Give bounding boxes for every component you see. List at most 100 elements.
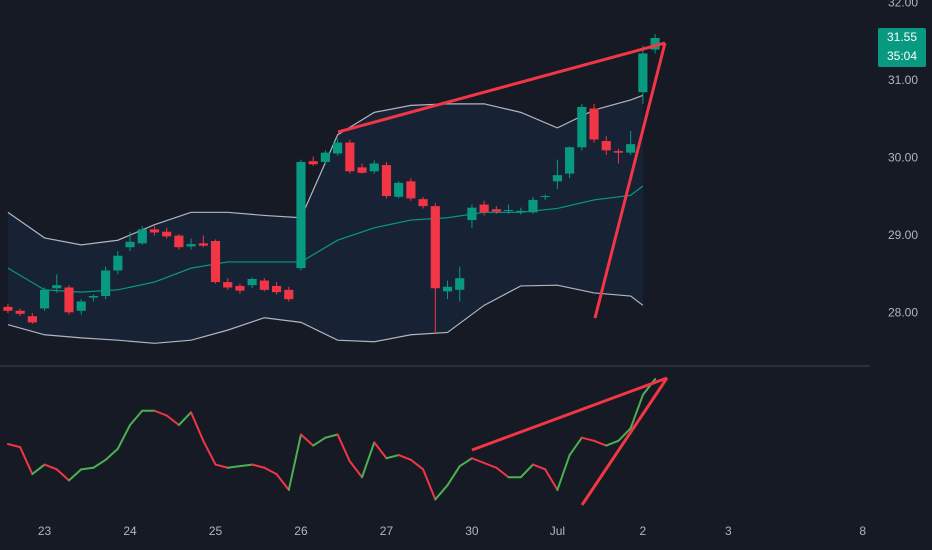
candle-body (430, 206, 440, 289)
oscillator-segment (263, 466, 278, 476)
x-tick-label: 26 (294, 524, 308, 538)
candle-body (540, 196, 550, 198)
oscillator-segment (446, 465, 461, 487)
candle-body (64, 287, 74, 313)
oscillator-segment (629, 393, 644, 430)
oscillator-segment (385, 454, 400, 460)
candle-body (247, 278, 257, 286)
oscillator-segment (129, 409, 144, 426)
candle-body (552, 175, 562, 182)
oscillator-segment (312, 436, 327, 447)
oscillator-segment (605, 439, 620, 447)
candle-body (149, 229, 160, 233)
x-tick-label: Jul (550, 524, 565, 538)
oscillator-segment (580, 436, 596, 442)
candle-body (516, 210, 526, 212)
candle-body (320, 152, 330, 162)
candle-body (162, 231, 172, 237)
trend-line (593, 42, 667, 319)
oscillator-segment (238, 463, 254, 468)
candle-body (88, 296, 98, 298)
oscillator-segment (275, 473, 290, 491)
x-tick-label: 3 (725, 524, 732, 538)
oscillator-segment (19, 446, 34, 476)
trend-line (337, 41, 666, 134)
candle-body (3, 306, 13, 311)
oscillator-segment (519, 463, 534, 479)
oscillator-segment (116, 424, 132, 450)
band-lower (7, 284, 644, 344)
candle-body (381, 165, 392, 197)
candle-body (613, 151, 624, 153)
y-tick-label: 32.00 (888, 0, 918, 9)
oscillator-segment (483, 462, 498, 469)
candle-body (467, 207, 477, 221)
candle-body (394, 182, 404, 197)
candle-body (345, 142, 355, 172)
y-tick-label: 30.00 (888, 150, 918, 164)
candle-body (186, 244, 196, 247)
x-tick-label: 24 (123, 524, 137, 538)
oscillator-segment (470, 457, 486, 464)
oscillator-segment (336, 433, 351, 463)
candle-body (296, 161, 306, 269)
trend-line (580, 377, 669, 506)
oscillator-segment (348, 460, 364, 479)
y-tick-label: 28.00 (888, 305, 918, 319)
oscillator-segment (397, 454, 412, 461)
oscillator-segment (104, 447, 119, 461)
y-tick-label: 29.00 (888, 228, 918, 242)
candle-body (113, 255, 123, 271)
candle-body (259, 280, 269, 290)
candle-body (125, 241, 135, 248)
candle-body (52, 285, 62, 289)
candle-body (174, 235, 184, 248)
countdown: 35:04 (887, 49, 917, 63)
oscillator-segment (287, 433, 302, 491)
band-upper (7, 94, 644, 246)
candle-body (626, 144, 636, 153)
candle-body (101, 270, 111, 297)
x-tick-label: 2 (640, 524, 647, 538)
candle-body (39, 289, 50, 309)
candle-body (503, 210, 514, 212)
oscillator-segment (409, 458, 425, 471)
oscillator-segment (55, 468, 70, 482)
band-middle (7, 185, 644, 293)
oscillator-segment (177, 411, 193, 426)
candles (3, 34, 660, 334)
candle-body (528, 199, 538, 213)
candle-body (577, 106, 587, 148)
x-tick-label: 27 (380, 524, 394, 538)
trend-line (471, 376, 668, 452)
candle-body (271, 285, 282, 293)
oscillator (6, 378, 657, 501)
oscillator-segment (153, 409, 168, 417)
oscillator-segment (165, 414, 180, 426)
candle-body (235, 285, 245, 291)
candle-body (638, 53, 648, 93)
oscillator-segment (593, 439, 608, 447)
oscillator-segment (531, 463, 547, 471)
candle-body (210, 241, 221, 283)
candle-body (565, 147, 575, 174)
candle-body (223, 282, 233, 288)
candle-body (308, 161, 318, 165)
candle-body (198, 243, 208, 246)
band-fill (7, 95, 643, 344)
candle-body (418, 199, 428, 207)
oscillator-segment (190, 411, 205, 442)
candle-body (284, 289, 294, 300)
x-tick-label: 30 (465, 524, 479, 538)
candle-body (589, 108, 599, 140)
oscillator-segment (568, 436, 583, 457)
oscillator-segment (361, 441, 376, 479)
candle-body (369, 163, 379, 172)
oscillator-segment (43, 463, 58, 471)
oscillator-segment (544, 468, 559, 491)
x-tick-label: 8 (859, 524, 866, 538)
oscillator-segment (251, 463, 266, 469)
